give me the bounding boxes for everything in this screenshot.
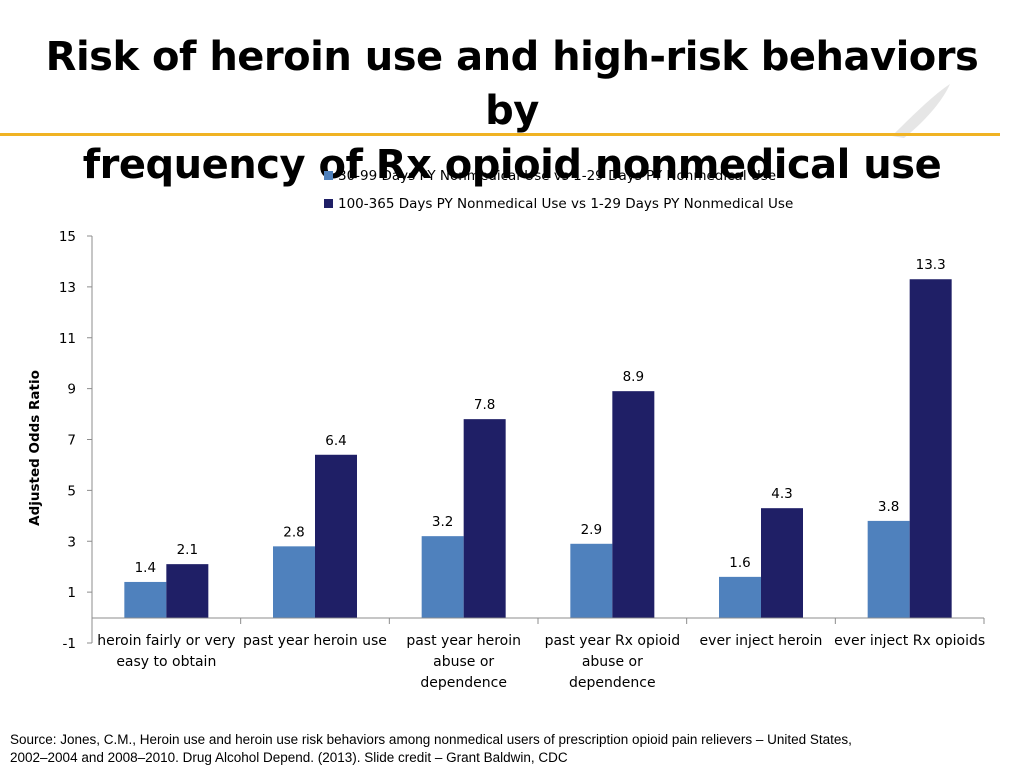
category-label: past year heroin abuse or dependence [406,633,521,691]
corner-swoosh-decoration [892,84,950,138]
category-label-line: heroin fairly or very [97,633,235,649]
bar-series2-cat6 [909,279,952,618]
category-label-line: easy to obtain [116,654,216,670]
legend-label-2: 100-365 Days PY Nonmedical Use vs 1-29 D… [338,196,793,212]
data-label-series2-cat3: 7.8 [474,397,495,413]
data-label-series2-cat2: 6.4 [325,433,346,449]
y-tick-label: 9 [67,382,76,398]
category-label-line: past year Rx opioid [545,633,681,649]
category-label-line: dependence [569,675,656,691]
category-label: ever inject Rx opioids [834,633,985,649]
title-underline [0,133,1000,136]
y-tick-label: 11 [59,331,76,347]
data-label-series2-cat5: 4.3 [771,486,792,502]
category-label-line: ever inject heroin [700,633,823,649]
category-label-line: abuse or [433,654,494,670]
bar-series2-cat3 [463,419,506,618]
bar-series2-cat4 [612,391,655,618]
category-label-line: dependence [420,675,507,691]
source-line-1: Source: Jones, C.M., Heroin use and hero… [10,732,852,747]
y-tick-label: 7 [67,433,76,449]
legend-swatch-1 [324,171,333,180]
data-label-series1-cat6: 3.8 [878,499,899,515]
category-label: past year Rx opioid abuse or dependence [545,633,681,691]
bar-series1-cat2 [273,546,315,618]
y-tick-label: 13 [59,280,76,296]
data-label-series1-cat1: 1.4 [135,560,156,576]
bar-series2-cat1 [166,564,209,618]
source-line-2: 2002–2004 and 2008–2010. Drug Alcohol De… [10,750,568,765]
bar-series2-cat2 [315,454,357,618]
category-label-line: ever inject Rx opioids [834,633,985,649]
category-label-line: past year heroin use [243,633,387,649]
legend-label-1: 30-99 Days PY Nonmedical Use vs 1-29 Day… [338,168,776,184]
bar-series2-cat5 [761,508,803,618]
y-tick-label: 1 [67,585,76,601]
bar-series1-cat3 [421,536,464,618]
y-tick-label: -1 [63,636,76,652]
bar-series1-cat1 [124,581,167,618]
category-label: ever inject heroin [700,633,823,649]
category-label: past year heroin use [243,633,387,649]
data-label-series2-cat6: 13.3 [916,257,946,273]
title-line-1: Risk of heroin use and high-risk behavio… [45,34,979,134]
category-label: heroin fairly or very easy to obtain [97,633,235,670]
data-label-series1-cat3: 3.2 [432,514,453,530]
data-label-series2-cat1: 2.1 [177,542,198,558]
data-label-series1-cat5: 1.6 [729,555,750,571]
title-line-2: frequency of Rx opioid nonmedical use [82,142,942,188]
data-label-series1-cat2: 2.8 [283,524,304,540]
bar-series1-cat6 [867,520,910,618]
y-tick-label: 3 [67,534,76,550]
category-label-line: past year heroin [406,633,521,649]
data-label-series1-cat4: 2.9 [581,522,602,538]
y-tick-label: 5 [67,483,76,499]
y-axis-title: Adjusted Odds Ratio [27,370,43,526]
bar-series1-cat5 [719,576,761,618]
source-citation: Source: Jones, C.M., Heroin use and hero… [10,731,1010,767]
bar-chart: 30-99 Days PY Nonmedical Use vs 1-29 Day… [27,168,985,691]
slide-title: Risk of heroin use and high-risk behavio… [40,30,984,192]
bar-series1-cat4 [570,543,613,618]
data-label-series2-cat4: 8.9 [623,369,644,385]
legend-swatch-2 [324,199,333,208]
category-label-line: abuse or [582,654,643,670]
y-tick-label: 15 [59,229,76,245]
